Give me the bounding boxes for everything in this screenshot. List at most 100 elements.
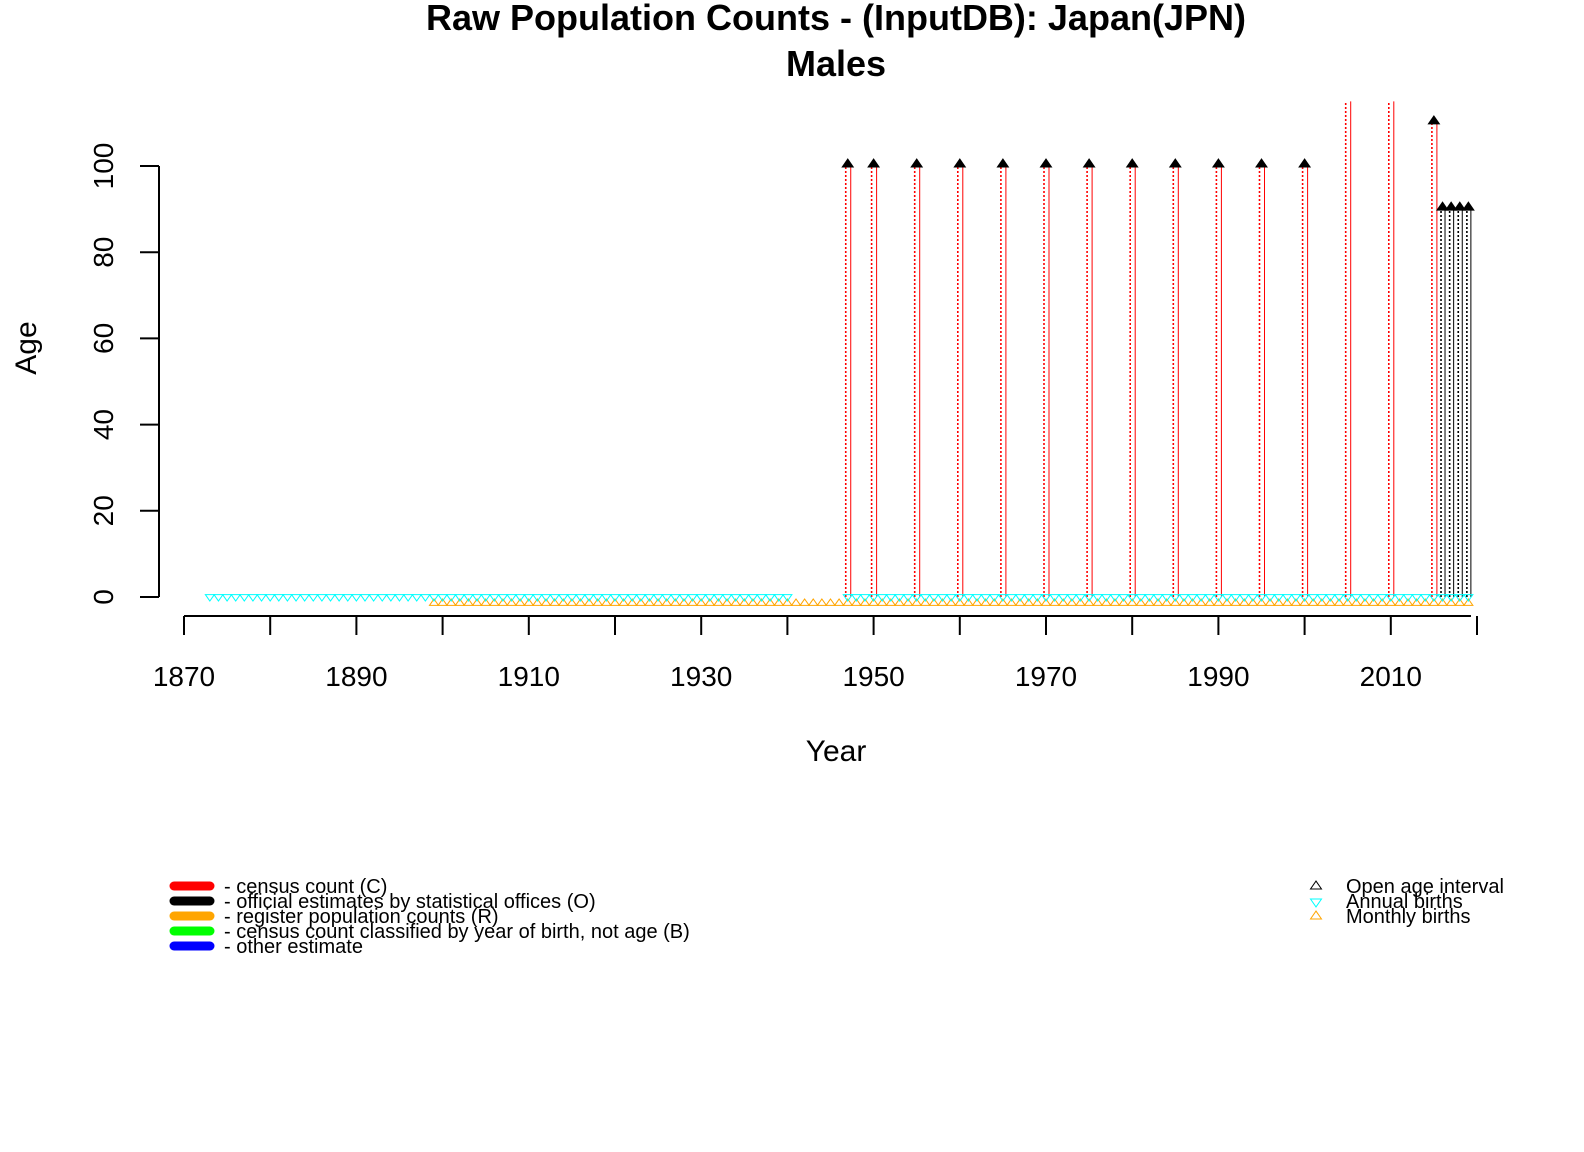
monthly-birth-point xyxy=(600,598,612,606)
annual-birth-point xyxy=(997,594,1009,602)
monthly-birth-point xyxy=(1454,598,1466,606)
monthly-birth-point xyxy=(1092,598,1104,606)
annual-birth-point xyxy=(1178,594,1190,602)
open-age-point xyxy=(841,158,855,168)
monthly-birth-point xyxy=(825,598,836,606)
annual-birth-point xyxy=(402,594,414,602)
annual-birth-point xyxy=(962,594,974,602)
annual-birth-point xyxy=(1342,594,1354,602)
monthly-birth-point xyxy=(523,598,535,606)
monthly-birth-point xyxy=(652,598,664,606)
annual-birth-point xyxy=(1307,594,1319,602)
annual-birth-point xyxy=(1169,594,1181,602)
monthly-birth-point xyxy=(902,598,914,606)
y-tick-label: 60 xyxy=(88,323,119,354)
monthly-birth-point xyxy=(1247,598,1259,606)
annual-birth-point xyxy=(764,594,776,602)
census-segment xyxy=(1431,122,1438,597)
monthly-birth-point xyxy=(531,598,543,606)
annual-birth-point xyxy=(1247,594,1259,602)
annual-birth-point xyxy=(411,594,423,602)
x-tick-label: 1990 xyxy=(1187,661,1249,692)
annual-birth-point xyxy=(523,594,535,602)
census-segment xyxy=(1043,166,1050,597)
annual-birth-point xyxy=(971,594,983,602)
annual-birth-point xyxy=(281,594,293,602)
monthly-birth-point xyxy=(876,598,888,606)
monthly-birth-point xyxy=(919,598,931,606)
monthly-birth-point xyxy=(1066,598,1078,606)
monthly-birth-point xyxy=(1437,598,1448,606)
monthly-birth-point xyxy=(894,598,905,606)
monthly-birth-point xyxy=(1350,598,1362,606)
x-tick-label: 1890 xyxy=(325,661,387,692)
annual-birth-point xyxy=(1316,594,1328,602)
census-segment xyxy=(1215,166,1222,597)
annual-birth-point xyxy=(247,594,259,602)
annual-birth-point xyxy=(497,594,509,602)
monthly-birth-point xyxy=(868,598,880,606)
legend-item: Monthly births xyxy=(1309,906,1471,928)
monthly-birth-point xyxy=(850,598,862,606)
monthly-birth-point xyxy=(1161,598,1173,606)
annual-birth-point xyxy=(747,594,759,602)
annual-birth-point xyxy=(1083,594,1095,602)
official-segment xyxy=(1440,209,1446,597)
monthly-birth-point xyxy=(1187,598,1198,606)
annual-birth-point xyxy=(773,594,785,602)
census-segment xyxy=(1301,166,1309,597)
monthly-birth-point xyxy=(928,598,940,606)
legend-label: - other estimate xyxy=(224,936,363,958)
legend-marker-icon xyxy=(1309,880,1323,890)
monthly-birth-point xyxy=(1419,598,1431,606)
monthly-birth-point xyxy=(1152,598,1164,606)
chart-title: Raw Population Counts - (InputDB): Japan… xyxy=(426,0,1246,38)
monthly-birth-point xyxy=(1040,598,1052,606)
annual-birth-point xyxy=(919,594,931,602)
monthly-birth-point xyxy=(437,598,449,606)
annual-birth-point xyxy=(669,594,681,602)
annual-birth-point xyxy=(1290,594,1302,602)
annual-birth-point xyxy=(1445,594,1457,602)
monthly-birth-point xyxy=(1393,598,1405,606)
annual-birth-point xyxy=(781,594,793,602)
annual-birth-point xyxy=(480,594,492,602)
monthly-birth-point xyxy=(549,598,561,606)
annual-birth-point xyxy=(756,594,767,602)
annual-birth-point xyxy=(221,594,233,602)
monthly-birth-point xyxy=(980,598,992,606)
monthly-birth-point xyxy=(954,598,966,606)
annual-birth-point xyxy=(1325,594,1336,602)
annual-birth-point xyxy=(1212,594,1224,602)
annual-birth-point xyxy=(273,594,285,602)
annual-birth-point xyxy=(557,594,569,602)
annual-birth-point xyxy=(600,594,612,602)
open-age-point xyxy=(953,158,967,168)
monthly-birth-point xyxy=(1014,598,1026,606)
annual-birth-point xyxy=(1118,594,1130,602)
annual-birth-point xyxy=(687,594,699,602)
annual-birth-point xyxy=(1368,594,1380,602)
annual-birth-point xyxy=(945,594,957,602)
census-segment xyxy=(1388,101,1395,597)
monthly-birth-point xyxy=(1402,598,1414,606)
annual-birth-point xyxy=(1126,594,1138,602)
legend-label: - census count (C) xyxy=(224,876,387,898)
annual-birth-point xyxy=(1350,594,1362,602)
monthly-birth-point xyxy=(1325,598,1336,606)
annual-birth-point xyxy=(1100,594,1112,602)
monthly-birth-point xyxy=(644,598,655,606)
monthly-birth-point xyxy=(1195,598,1207,606)
x-tick-label: 1870 xyxy=(153,661,215,692)
annual-birth-point xyxy=(1006,594,1017,602)
x-tick-label: 1930 xyxy=(670,661,732,692)
annual-birth-point xyxy=(359,594,371,602)
monthly-birth-point xyxy=(454,598,466,606)
open-age-point xyxy=(1125,158,1139,168)
annual-birth-point xyxy=(644,594,655,602)
monthly-birth-point xyxy=(756,598,767,606)
annual-birth-point xyxy=(738,594,750,602)
annual-birth-point xyxy=(1057,594,1069,602)
legend-item: - census count (C) xyxy=(169,876,387,898)
census-segment xyxy=(1000,166,1007,597)
